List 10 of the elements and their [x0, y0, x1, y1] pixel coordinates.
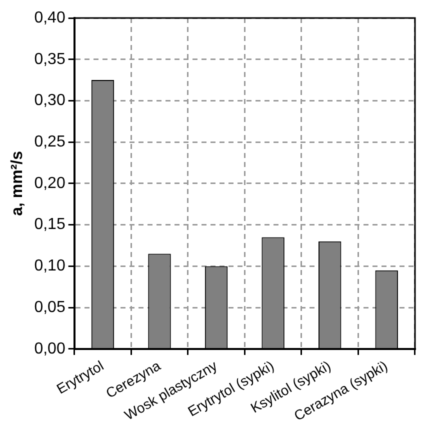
y-tick-label: 0,05 [34, 298, 66, 316]
y-tick-label: 0,25 [34, 134, 66, 151]
y-tick-label: 0,35 [34, 50, 66, 68]
y-tick-label: 0,10 [34, 258, 66, 275]
y-axis-title: a, mm²/s [9, 150, 26, 216]
y-tick-label: 0,30 [34, 92, 66, 110]
y-tick-label: 0,15 [34, 216, 66, 234]
y-tick-label: 0,40 [34, 9, 66, 26]
y-tick-label: 0,00 [34, 340, 66, 358]
y-tick-label: 0,20 [34, 174, 66, 192]
